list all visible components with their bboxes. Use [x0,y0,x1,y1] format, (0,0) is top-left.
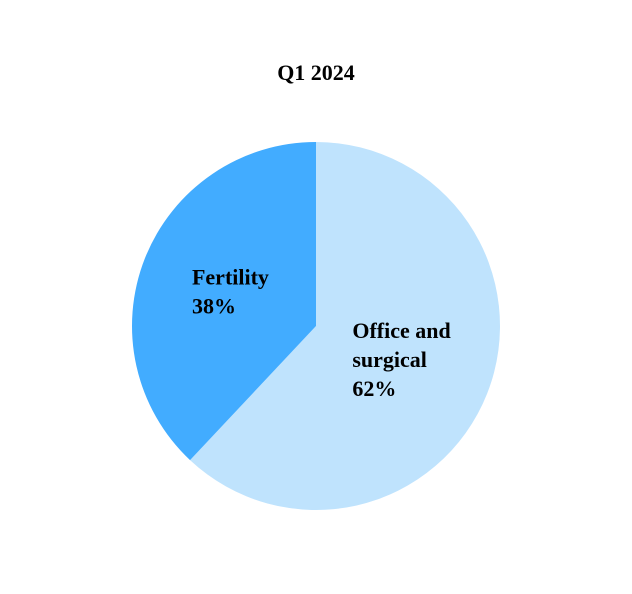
pie-slice [131,142,316,461]
value-label: 62% [352,376,396,401]
category-label: Fertility [192,265,269,290]
slice-label: Office and surgical 62% [352,318,450,401]
category-label: Office and surgical [352,318,450,372]
value-label: 38% [192,294,236,319]
pie-slice [190,142,501,510]
chart-title: Q1 2024 [277,60,355,85]
slice-label: Fertility 38% [192,265,269,319]
